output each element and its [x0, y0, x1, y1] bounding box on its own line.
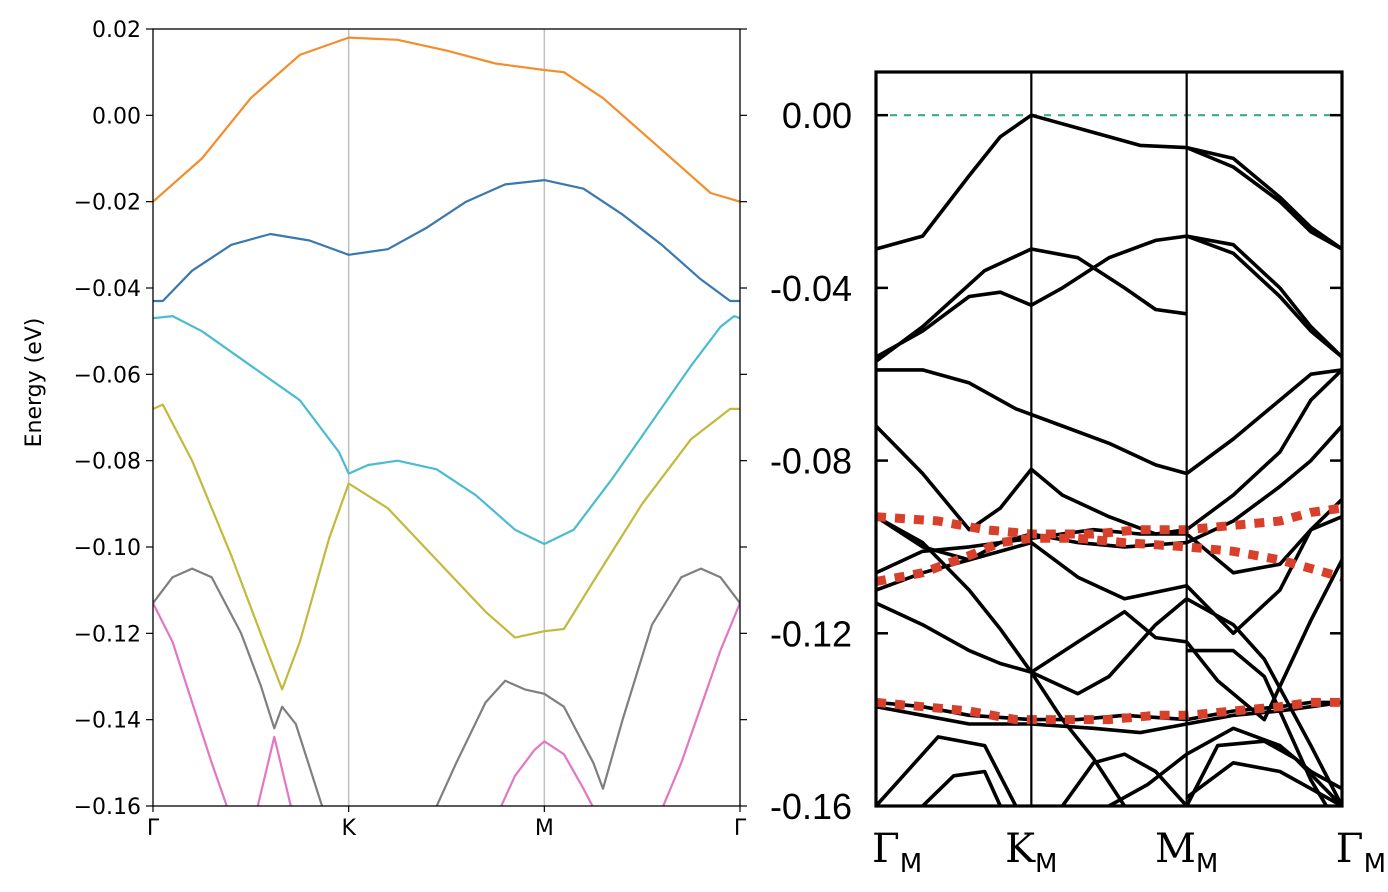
left-ytick-label: −0.14 — [74, 709, 141, 734]
right-black-2b — [1186, 234, 1342, 359]
left-ytick-label: −0.10 — [74, 536, 141, 561]
left-band-cyan — [153, 315, 740, 546]
right-red-2 — [876, 533, 1342, 586]
left-ytick-label: 0.02 — [92, 18, 141, 43]
right-black-19 — [1186, 648, 1329, 806]
right-ytick-label: -0.08 — [770, 441, 852, 482]
right-xtick-label: MM — [1155, 826, 1218, 879]
left-plot-frame — [152, 28, 741, 807]
left-band-gray — [153, 567, 740, 806]
left-yaxis-label: Energy (eV) — [22, 318, 47, 448]
right-ytick-label: -0.12 — [770, 613, 852, 654]
left-xtick-label: Γ — [734, 816, 747, 841]
right-band-plot: 0.00 -0.04 -0.08 -0.12 -0.16 ΓM KM MM ΓM — [770, 70, 1386, 879]
right-ytick-label: 0.00 — [782, 95, 852, 136]
left-ytick-label: −0.08 — [74, 450, 141, 475]
left-band-blue — [153, 179, 740, 303]
right-xtick-label: KM — [1005, 826, 1057, 879]
left-band-pink-mid2 — [500, 740, 594, 806]
right-black-2 — [876, 234, 1342, 359]
left-band-pink-right — [662, 602, 740, 806]
right-black-4 — [876, 368, 1342, 476]
left-ytick-label: 0.00 — [92, 104, 141, 129]
right-red-3 — [876, 697, 1342, 725]
right-black-7 — [876, 515, 1342, 575]
right-black-15 — [1060, 752, 1189, 806]
left-ytick-label: −0.12 — [74, 622, 141, 647]
right-black-9 — [876, 515, 1342, 722]
left-xtick-label: K — [341, 816, 356, 841]
right-black-18 — [1185, 597, 1342, 806]
right-black-14 — [921, 769, 1002, 806]
right-xtick-label: ΓM — [872, 826, 922, 879]
right-black-5 — [876, 368, 1342, 536]
right-ytick-label: -0.16 — [770, 786, 852, 827]
right-red-1 — [876, 503, 1342, 539]
right-black-3 — [876, 247, 1187, 363]
right-black-6 — [876, 424, 1342, 562]
left-band-pink-mid1 — [256, 735, 292, 806]
right-xtick-label: ΓM — [1336, 826, 1386, 879]
left-xtick-label: M — [535, 816, 554, 841]
left-ytick-label: −0.16 — [74, 795, 141, 820]
left-band-plot: 0.02 0.00 −0.02 −0.04 −0.06 −0.08 −0.10 −0.12 −0… — [22, 18, 747, 841]
left-xtick-label: Γ — [147, 816, 160, 841]
right-black-21 — [1029, 671, 1127, 806]
right-black-20 — [1108, 726, 1342, 806]
right-black-1 — [876, 113, 1342, 251]
right-black-13 — [876, 735, 1018, 806]
left-band-orange — [153, 36, 740, 203]
left-ytick-label: −0.02 — [74, 191, 141, 216]
left-band-olive — [153, 403, 740, 691]
right-ytick-label: -0.04 — [770, 268, 852, 309]
left-ytick-label: −0.04 — [74, 277, 141, 302]
right-plot-frame — [874, 70, 1344, 808]
left-band-pink-left — [153, 602, 228, 806]
left-ytick-label: −0.06 — [74, 363, 141, 388]
right-black-1b — [1186, 145, 1342, 251]
